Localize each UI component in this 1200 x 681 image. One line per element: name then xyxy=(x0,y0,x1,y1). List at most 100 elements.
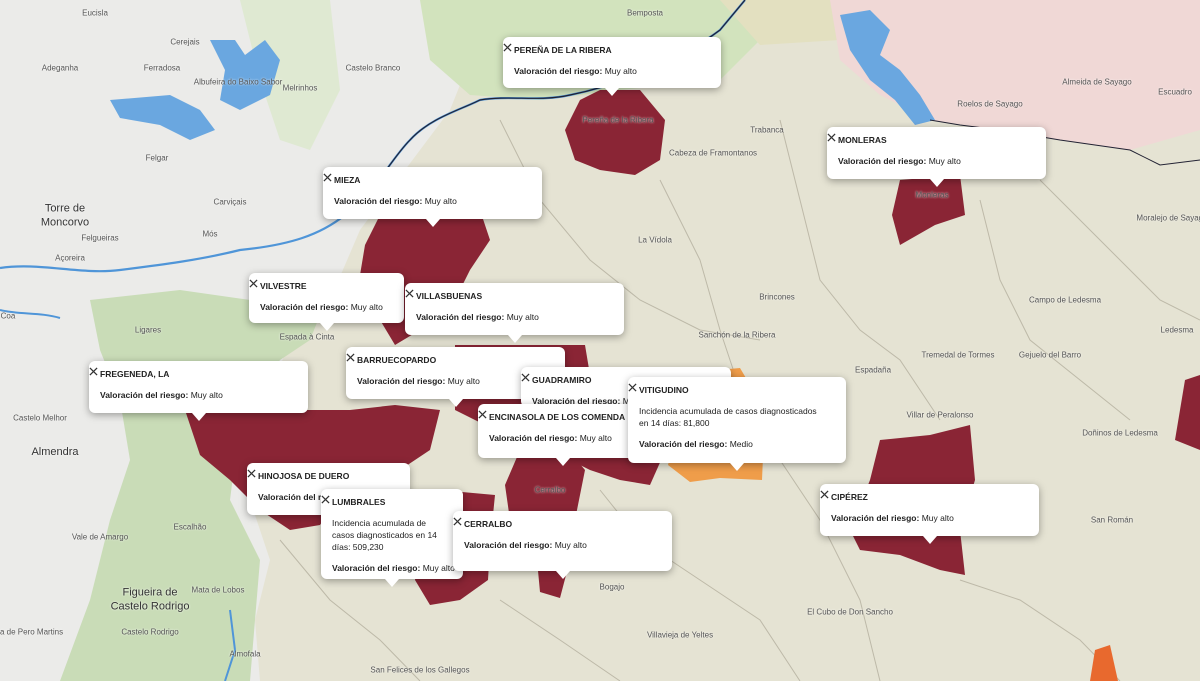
popup-tip xyxy=(730,463,744,471)
popup: VILLASBUENAS Valoración del riesgo: Muy a… xyxy=(405,283,624,335)
risk-value: Muy alto xyxy=(422,562,455,573)
risk-row: Valoración del riesgo: Medio xyxy=(639,439,824,449)
popup-tip xyxy=(425,219,440,227)
popup-tip xyxy=(319,323,334,331)
popup: FREGENEDA, LA Valoración del riesgo: Muy … xyxy=(89,361,308,413)
risk-label: Valoración del riesgo: xyxy=(532,396,621,406)
close-button[interactable] xyxy=(249,279,258,288)
risk-label: Valoración del riesgo: xyxy=(514,66,603,76)
popup: ENCINASOLA DE LOS COMENDA Valoración del … xyxy=(478,404,648,458)
risk-value: Muy alto xyxy=(506,312,539,322)
reservoir xyxy=(210,40,280,110)
popup: PEREÑA DE LA RIBERA Valoración del riesgo… xyxy=(503,37,721,88)
place-label: Espada à Cinta xyxy=(279,332,335,342)
place-label: Adeganha xyxy=(41,63,79,73)
close-button[interactable] xyxy=(503,43,512,52)
risk-value: Muy alto xyxy=(604,66,637,76)
risk-value: Muy alto xyxy=(921,513,954,523)
close-button[interactable] xyxy=(820,490,829,499)
popup-title: HINOJOSA DE DUERO xyxy=(258,471,350,481)
close-button[interactable] xyxy=(521,373,530,382)
place-label: Cabeza de Framontanos xyxy=(668,148,758,158)
place-label: Roelos de Sayago xyxy=(957,99,1023,109)
popup-title: CIPÉREZ xyxy=(831,492,868,502)
place-label: Vale de Amargo xyxy=(71,532,129,542)
risk-row: Valoración del riesgo: Muy alto xyxy=(831,513,1017,523)
risk-row: Valoración del riesgo: Muy alto xyxy=(260,302,383,312)
risk-row: Valoración del riesgo: Muy alto xyxy=(838,156,1024,166)
place-label: La Vídola xyxy=(638,235,672,245)
popup-title: MIEZA xyxy=(334,175,361,185)
risk-value: Muy alto xyxy=(447,376,480,386)
risk-label: Valoración del riesgo: xyxy=(831,513,920,523)
popup: LUMBRALES Incidencia acumulada de casos d… xyxy=(321,489,463,579)
close-button[interactable] xyxy=(247,469,256,478)
place-label: Almeida de Sayago xyxy=(1062,77,1132,87)
place-label: Sanchón de la Ribera xyxy=(698,330,776,340)
close-button[interactable] xyxy=(323,173,332,182)
place-label: San Felices de los Gallegos xyxy=(370,665,470,675)
risk-label: Valoración del riesgo: xyxy=(258,492,347,502)
close-button[interactable] xyxy=(89,367,98,376)
place-label: Mata de Lobos xyxy=(191,585,245,595)
popup-title: ENCINASOLA DE LOS COMENDA xyxy=(489,412,626,422)
place-label: Figueira de Castelo Rodrigo xyxy=(110,586,190,612)
close-button[interactable] xyxy=(405,289,414,298)
close-button[interactable] xyxy=(628,383,637,392)
risk-row: Valoración del riesgo: Muy alto xyxy=(100,390,286,400)
risk-row: Valoración del riesgo: Muy alto xyxy=(332,563,455,573)
popup: VILVESTRE Valoración del riesgo: Muy alto xyxy=(249,273,404,323)
popup-tip xyxy=(605,88,619,96)
popup-tip xyxy=(191,413,206,421)
place-label: Gejuelo del Barro xyxy=(1018,350,1082,360)
place-label: El Cubo de Don Sancho xyxy=(807,607,893,617)
risk-label: Valoración del riesgo: xyxy=(489,433,578,443)
place-label: Carviçais xyxy=(213,197,247,207)
popup-title: PEREÑA DE LA RIBERA xyxy=(514,45,612,55)
risk-value: Muy alto xyxy=(424,196,457,206)
popup-title: VILVESTRE xyxy=(260,281,307,291)
place-label: Villavieja de Yeltes xyxy=(646,630,714,640)
place-label: Pereña de la Ribera xyxy=(582,115,654,125)
risk-value: Muy alto xyxy=(579,433,612,443)
place-label: Villar de Peralonso xyxy=(906,410,974,420)
risk-label: Valoración del riesgo: xyxy=(838,156,927,166)
place-label: Almofala xyxy=(229,649,261,659)
place-label: Eucisla xyxy=(82,8,108,18)
place-label: Açoreira xyxy=(55,253,85,263)
place-label: Ledesma xyxy=(1160,325,1194,335)
close-button[interactable] xyxy=(478,410,487,419)
place-label: Melrinhos xyxy=(282,83,318,93)
place-label: Almendra xyxy=(31,446,79,459)
close-button[interactable] xyxy=(346,353,355,362)
risk-value: Muy alto xyxy=(928,156,961,166)
reservoir xyxy=(840,10,935,125)
popup-tip xyxy=(929,179,944,187)
place-label: Bemposta xyxy=(626,8,664,18)
popup-title: MONLERAS xyxy=(838,135,887,145)
place-label: Castelo Rodrigo xyxy=(121,627,179,637)
place-label: Trabanca xyxy=(750,125,784,135)
place-label: Cerejais xyxy=(170,37,200,47)
popup-tip xyxy=(507,335,522,343)
risk-row: Valoración del riesgo: Muy alto xyxy=(489,433,626,443)
risk-row: Valoración del riesgo: Muy alto xyxy=(514,66,699,76)
risk-label: Valoración del riesgo: xyxy=(464,540,553,550)
place-label: Escalhão xyxy=(173,522,207,532)
risk-value: Muy alto xyxy=(190,390,223,400)
risk-label: Valoración del riesgo: xyxy=(334,196,423,206)
close-button[interactable] xyxy=(827,133,836,142)
risk-row: Valoración del riesgo: Muy alto xyxy=(357,376,543,386)
place-label: Castelo Melhor xyxy=(13,413,67,423)
reservoir xyxy=(110,95,215,140)
close-button[interactable] xyxy=(453,517,462,526)
popup: MONLERAS Valoración del riesgo: Muy alto xyxy=(827,127,1046,179)
risk-label: Valoración del riesgo: xyxy=(100,390,189,400)
popup-tip xyxy=(555,571,570,579)
close-button[interactable] xyxy=(321,495,330,504)
popup-title: LUMBRALES xyxy=(332,497,386,507)
popup-title: VITIGUDINO xyxy=(639,385,689,395)
river xyxy=(224,609,237,681)
green-area xyxy=(240,0,340,150)
place-label: Ferradosa xyxy=(143,63,181,73)
